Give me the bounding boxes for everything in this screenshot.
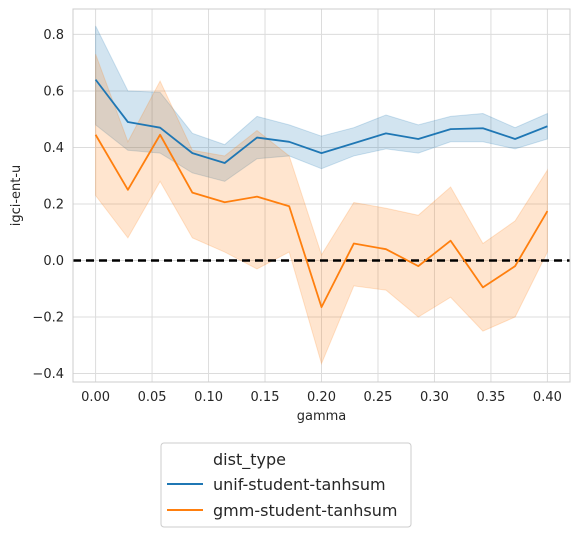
confidence-bands xyxy=(95,25,548,366)
x-tick-label: 0.20 xyxy=(307,390,336,405)
y-tick-label: 0.2 xyxy=(43,197,64,212)
series-lines xyxy=(94,79,549,309)
x-tick-label: 0.40 xyxy=(533,390,562,405)
plot-frame xyxy=(72,8,571,383)
confidence-band-unif-student-tanhsum xyxy=(95,25,548,182)
y-tick-labels: −0.4 −0.2 0.0 0.2 0.4 0.6 0.8 xyxy=(32,28,64,382)
legend-box xyxy=(160,442,412,528)
y-axis-label: igci-ent-u xyxy=(9,165,24,227)
legend-label-unif-student-tanhsum: unif-student-tanhsum xyxy=(213,475,386,494)
y-tick-label: 0.0 xyxy=(43,254,64,269)
y-tick-label: −0.4 xyxy=(32,367,64,382)
y-tick-label: −0.2 xyxy=(32,311,64,326)
axes-frame xyxy=(72,8,571,383)
legend: dist_type unif-student-tanhsum gmm-stude… xyxy=(160,442,412,528)
y-tick-label: 0.6 xyxy=(43,84,64,99)
x-tick-label: 0.10 xyxy=(194,390,223,405)
y-tick-label: 0.8 xyxy=(43,28,64,43)
x-tick-label: 0.35 xyxy=(476,390,505,405)
y-tick-label: 0.4 xyxy=(43,141,64,156)
x-axis-label: gamma xyxy=(297,409,347,424)
x-tick-label: 0.15 xyxy=(251,390,280,405)
x-tick-label: 0.05 xyxy=(138,390,167,405)
x-tick-label: 0.30 xyxy=(420,390,449,405)
legend-label-gmm-student-tanhsum: gmm-student-tanhsum xyxy=(213,501,397,520)
confidence-band-gmm-student-tanhsum xyxy=(95,54,548,366)
x-tick-labels: 0.00 0.05 0.10 0.15 0.20 0.25 0.30 0.35 0.40 xyxy=(81,390,562,405)
x-tick-label: 0.00 xyxy=(81,390,110,405)
x-tick-label: 0.25 xyxy=(364,390,393,405)
legend-title: dist_type xyxy=(213,450,286,470)
